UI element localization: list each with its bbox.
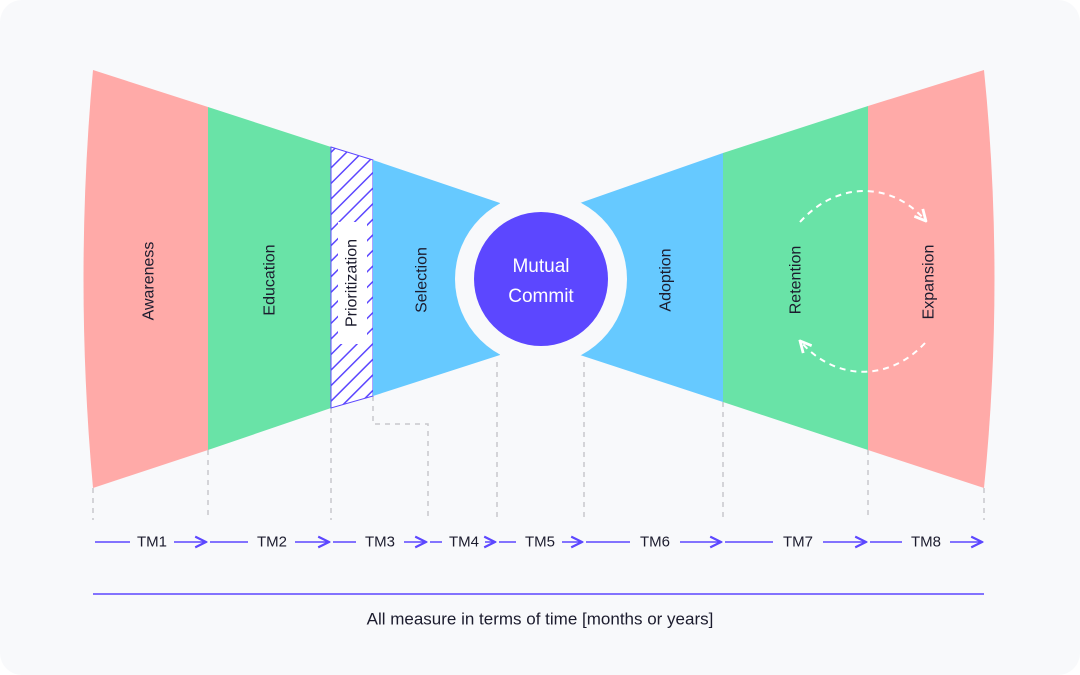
guide-line xyxy=(372,396,429,520)
stage-adoption xyxy=(580,153,723,402)
label-selection: Selection xyxy=(414,247,431,313)
timeline-label-tm1: TM1 xyxy=(137,534,167,551)
timeline-label-tm5: TM5 xyxy=(525,534,555,551)
cycle-arrow-bottom-icon xyxy=(801,342,926,373)
timeline-label-tm3: TM3 xyxy=(365,534,395,551)
timeline-label-tm2: TM2 xyxy=(257,534,287,551)
timeline-label-tm4: TM4 xyxy=(449,534,479,551)
mutual-commit-line2: Commit xyxy=(508,286,574,307)
label-retention: Retention xyxy=(788,246,805,315)
cycle-arrow-top-icon xyxy=(799,190,925,222)
timeline-label-tm6: TM6 xyxy=(640,534,670,551)
stage-selection xyxy=(373,160,500,396)
guide-lines xyxy=(92,362,985,520)
timeline-label-tm8: TM8 xyxy=(911,534,941,551)
timeline-label-tm7: TM7 xyxy=(783,534,813,551)
label-awareness: Awareness xyxy=(141,242,158,321)
label-expansion: Expansion xyxy=(921,245,938,320)
prioritization-label-bg xyxy=(338,222,367,344)
label-prioritization: Prioritization xyxy=(344,239,361,327)
stage-awareness xyxy=(83,70,208,488)
stage-expansion xyxy=(868,70,995,488)
mutual-commit-circle xyxy=(474,212,608,346)
label-adoption: Adoption xyxy=(658,248,675,311)
mutual-commit-line1: Mutual xyxy=(512,256,569,277)
label-education: Education xyxy=(262,244,279,315)
stage-education xyxy=(208,107,331,450)
footer-caption: All measure in terms of time [months or … xyxy=(367,610,714,629)
